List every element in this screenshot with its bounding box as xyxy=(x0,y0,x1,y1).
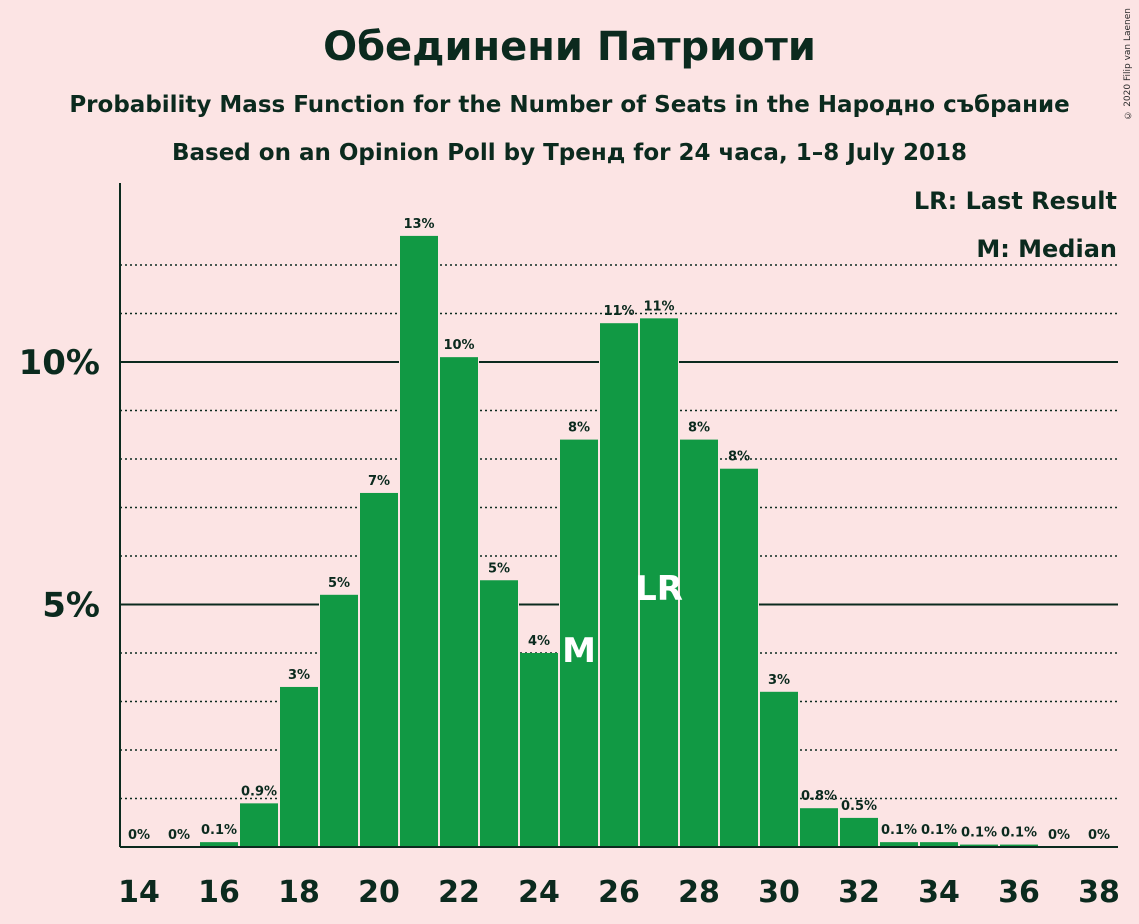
chart-subtitle-poll: Based on an Opinion Poll by Тренд for 24… xyxy=(171,140,968,166)
data-label: 3% xyxy=(768,673,790,688)
x-tick-label: 16 xyxy=(198,875,240,910)
bar xyxy=(720,468,758,847)
legend-median: M: Median xyxy=(976,235,1117,263)
data-label: 0% xyxy=(1088,828,1110,843)
bar xyxy=(800,808,838,847)
legend: LR: Last Result M: Median xyxy=(914,187,1117,263)
data-labels: 0% 0% 0.1% 0.9% 3% 5% 7% 13% 10% 5% 4% 8% 11% 11% 8% 8%… xyxy=(128,217,1110,843)
bar xyxy=(600,323,638,847)
data-label: 0.1% xyxy=(961,826,997,841)
chart-subtitle: Probability Mass Function for the Number… xyxy=(69,92,1070,118)
x-tick-label: 30 xyxy=(758,875,800,910)
x-tick-label: 14 xyxy=(118,875,160,910)
data-label: 8% xyxy=(728,450,750,465)
bar xyxy=(680,439,718,847)
data-label: 0.9% xyxy=(241,784,277,799)
data-label: 0% xyxy=(128,828,150,843)
data-label: 5% xyxy=(488,561,510,576)
data-label: 11% xyxy=(643,299,674,314)
data-label: 0.5% xyxy=(841,799,877,814)
bar xyxy=(560,439,598,847)
data-label: 11% xyxy=(603,304,634,319)
data-label: 8% xyxy=(568,421,590,436)
x-tick-label: 34 xyxy=(918,875,960,910)
data-label: 13% xyxy=(403,217,434,232)
y-tick-label: 10% xyxy=(19,343,100,383)
y-tick-label: 5% xyxy=(42,586,100,626)
bar xyxy=(920,842,958,847)
data-label: 0.1% xyxy=(881,823,917,838)
x-tick-label: 22 xyxy=(438,875,480,910)
data-label: 7% xyxy=(368,474,390,489)
x-tick-label: 28 xyxy=(678,875,720,910)
bar xyxy=(320,594,358,847)
bar xyxy=(200,842,238,847)
bars xyxy=(199,235,1039,848)
bar xyxy=(960,844,998,847)
bar xyxy=(360,492,398,847)
data-label: 3% xyxy=(288,668,310,683)
x-tick-label: 24 xyxy=(518,875,560,910)
bar xyxy=(240,803,278,847)
bar xyxy=(280,686,318,847)
bar xyxy=(440,357,478,847)
x-tick-label: 32 xyxy=(838,875,880,910)
bar xyxy=(400,235,438,847)
data-label: 0.1% xyxy=(1001,826,1037,841)
x-tick-label: 20 xyxy=(358,875,400,910)
bar xyxy=(760,691,798,847)
data-label: 4% xyxy=(528,634,550,649)
data-label: 0.1% xyxy=(921,823,957,838)
x-tick-label: 38 xyxy=(1078,875,1120,910)
data-label: 0% xyxy=(168,828,190,843)
bar xyxy=(520,653,558,847)
last-result-marker: LR xyxy=(635,569,683,609)
x-tick-label: 18 xyxy=(278,875,320,910)
axes: 5% 10% 14 16 18 20 22 24 26 28 30 32 34 36 38 xyxy=(19,183,1120,910)
data-label: 0.8% xyxy=(801,789,837,804)
median-marker: M xyxy=(562,631,596,671)
x-tick-label: 26 xyxy=(598,875,640,910)
data-label: 10% xyxy=(443,338,474,353)
data-label: 0% xyxy=(1048,828,1070,843)
x-tick-label: 36 xyxy=(998,875,1040,910)
chart-title: Обединени Патриоти xyxy=(323,24,816,70)
data-label: 5% xyxy=(328,576,350,591)
bar xyxy=(880,842,918,847)
data-label: 8% xyxy=(688,421,710,436)
bar xyxy=(840,817,878,847)
bar xyxy=(640,318,678,848)
legend-last-result: LR: Last Result xyxy=(914,187,1117,215)
bar xyxy=(480,580,518,847)
data-label: 0.1% xyxy=(201,823,237,838)
bar xyxy=(1000,844,1038,847)
